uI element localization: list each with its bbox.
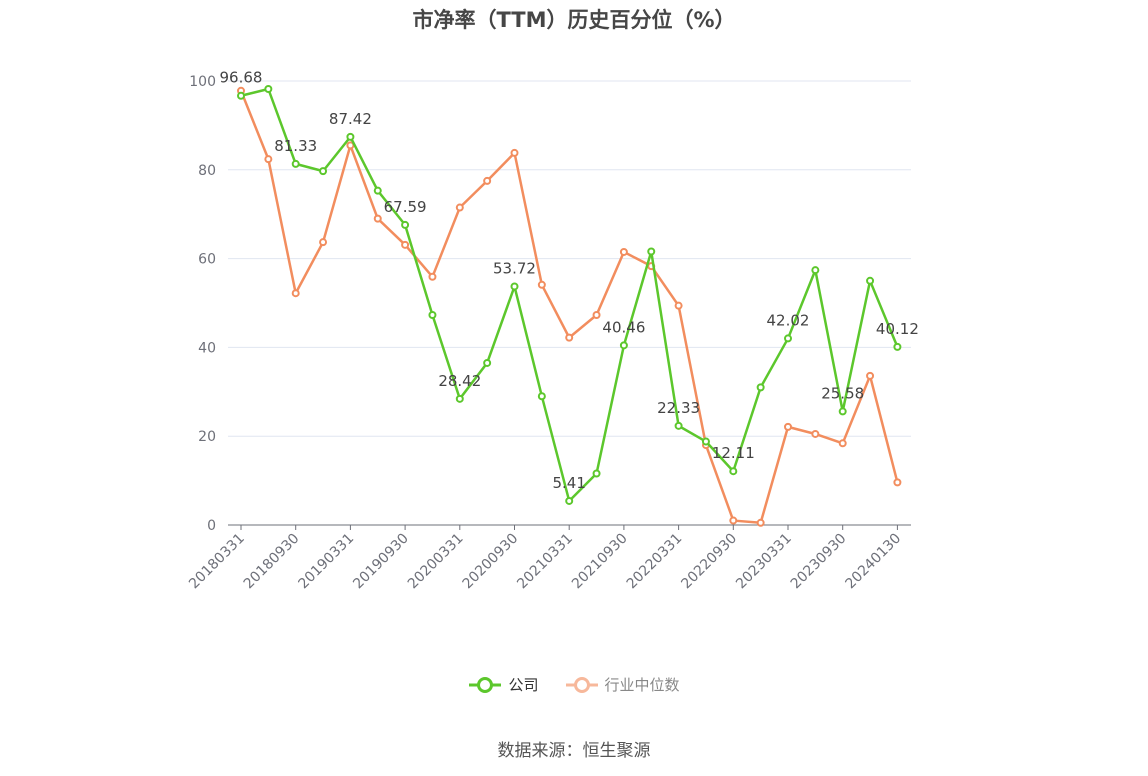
data-label: 25.58: [821, 384, 864, 402]
data-point-series-1[interactable]: [428, 272, 437, 281]
data-point-series-0[interactable]: [811, 266, 820, 275]
data-point-series-0[interactable]: [893, 342, 902, 351]
legend-label-company: 公司: [508, 676, 539, 694]
data-point-series-1[interactable]: [455, 203, 464, 212]
x-tick-label: 20190331: [296, 531, 358, 593]
data-point-series-1[interactable]: [537, 280, 546, 289]
data-point-series-1[interactable]: [510, 148, 519, 157]
data-point-series-1[interactable]: [565, 333, 574, 342]
legend-item-industry-median[interactable]: 行业中位数: [565, 674, 680, 695]
series-line-1: [239, 90, 899, 525]
data-point-series-0[interactable]: [838, 407, 847, 416]
data-label: 96.68: [220, 69, 263, 87]
data-point-series-1[interactable]: [838, 439, 847, 448]
data-point-series-1[interactable]: [291, 289, 300, 298]
data-point-series-0[interactable]: [264, 84, 273, 93]
x-tick-label: 20230331: [733, 531, 795, 593]
data-label: 53.72: [493, 259, 536, 277]
data-point-series-0[interactable]: [401, 220, 410, 229]
data-point-series-1[interactable]: [893, 478, 902, 487]
grid-lines: [228, 80, 911, 437]
data-point-series-0[interactable]: [647, 247, 656, 256]
data-point-series-0[interactable]: [291, 159, 300, 168]
x-tick-label: 20180930: [241, 531, 303, 593]
data-labels: 96.68 81.33 87.42 67.59 28.42 53.72 5.41 40.46 2…: [220, 69, 919, 492]
x-tick-label: 20240130: [843, 531, 905, 593]
legend-label-industry-median: 行业中位数: [604, 676, 680, 694]
data-point-series-1[interactable]: [401, 240, 410, 249]
y-tick-label: 60: [198, 252, 216, 268]
data-point-series-0[interactable]: [729, 467, 738, 476]
y-tick-label: 40: [198, 340, 216, 356]
data-point-series-1[interactable]: [592, 310, 601, 319]
data-label: 87.42: [329, 110, 372, 128]
data-point-series-1[interactable]: [619, 247, 628, 256]
data-point-series-1[interactable]: [319, 238, 328, 247]
x-tick-label: 20200930: [460, 531, 522, 593]
series-lines: [237, 84, 902, 527]
data-point-series-0[interactable]: [674, 421, 683, 430]
data-point-series-1[interactable]: [729, 516, 738, 525]
data-point-series-0[interactable]: [565, 496, 574, 505]
data-point-series-1[interactable]: [811, 429, 820, 438]
source-note: 数据来源：恒生聚源: [497, 741, 651, 761]
x-tick-label: 20200331: [405, 531, 467, 593]
x-tick-label: 20180331: [186, 531, 248, 593]
data-label: 67.59: [384, 198, 427, 216]
x-tick-label: 20210930: [569, 531, 631, 593]
y-tick-label: 0: [207, 518, 216, 534]
data-point-series-0[interactable]: [756, 383, 765, 392]
x-tick-label: 20230930: [788, 531, 850, 593]
data-point-series-1[interactable]: [483, 176, 492, 185]
data-point-series-0[interactable]: [237, 91, 245, 100]
chart-title: 市净率（TTM）历史百分位（%）: [412, 8, 736, 32]
x-tick-label: 20210331: [514, 531, 576, 593]
data-label: 5.41: [552, 474, 585, 492]
data-label: 40.46: [602, 318, 645, 336]
data-point-series-0[interactable]: [346, 132, 355, 141]
data-point-series-0[interactable]: [319, 167, 328, 176]
data-point-series-0[interactable]: [428, 310, 437, 319]
legend-swatch-company-icon: [469, 676, 502, 693]
data-point-series-0[interactable]: [510, 282, 519, 291]
x-tick-label: 20190930: [350, 531, 412, 593]
data-label: 40.12: [876, 320, 919, 338]
data-point-series-1[interactable]: [674, 301, 683, 310]
x-tick-label: 20220930: [678, 531, 740, 593]
y-tick-label: 80: [198, 163, 216, 179]
series-line-0: [240, 87, 899, 503]
data-point-series-0[interactable]: [373, 186, 382, 195]
y-tick-label: 20: [198, 429, 216, 445]
data-point-series-0[interactable]: [866, 276, 875, 285]
data-label: 12.11: [712, 444, 755, 462]
data-point-series-1[interactable]: [264, 155, 273, 164]
data-label: 28.42: [438, 372, 481, 390]
data-point-series-1[interactable]: [866, 371, 875, 380]
data-point-series-0[interactable]: [455, 394, 464, 403]
data-label: 22.33: [657, 399, 700, 417]
y-tick-label: 100: [189, 74, 216, 90]
data-point-series-0[interactable]: [784, 334, 792, 343]
data-point-series-1[interactable]: [756, 518, 765, 527]
legend: 公司 行业中位数: [0, 674, 1148, 695]
legend-swatch-industry-icon: [565, 676, 598, 693]
data-point-series-0[interactable]: [619, 341, 628, 350]
data-point-series-0[interactable]: [701, 437, 710, 446]
data-label: 42.02: [767, 311, 810, 329]
legend-item-company[interactable]: 公司: [468, 674, 539, 695]
data-label: 81.33: [274, 137, 317, 155]
data-point-series-0[interactable]: [592, 469, 601, 478]
data-point-series-1[interactable]: [373, 214, 382, 223]
data-point-series-0[interactable]: [483, 358, 492, 367]
x-tick-label: 20220331: [624, 531, 686, 593]
data-point-series-1[interactable]: [784, 422, 792, 431]
data-point-series-0[interactable]: [537, 392, 546, 401]
